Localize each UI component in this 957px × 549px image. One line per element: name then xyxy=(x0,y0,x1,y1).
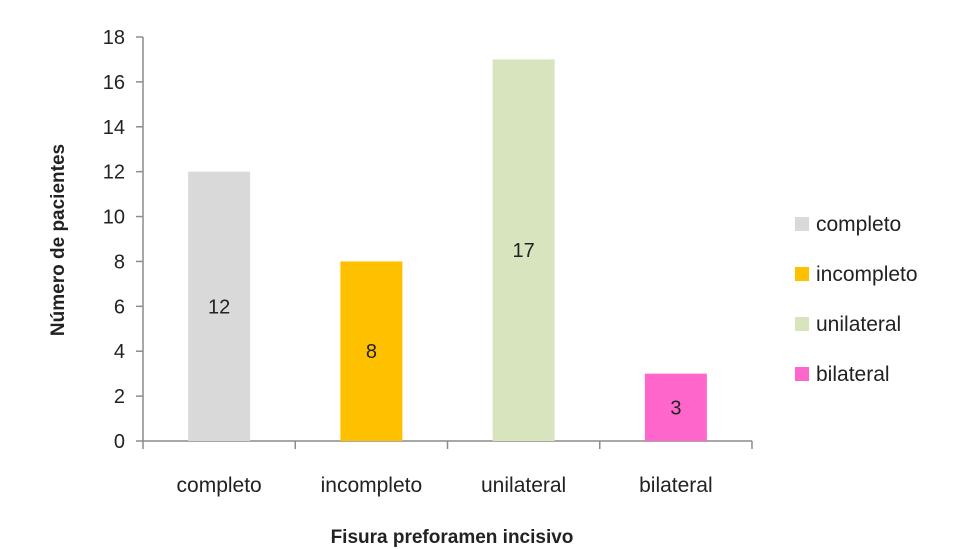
legend-swatch-bilateral xyxy=(795,367,809,381)
x-axis-title: Fisura preforamen incisivo xyxy=(331,527,574,548)
legend: completo incompleto unilateral bilateral xyxy=(795,213,918,386)
y-tick-label: 18 xyxy=(103,27,125,49)
x-tick-label-unilateral: unilateral xyxy=(481,474,566,497)
legend-label-incompleto: incompleto xyxy=(816,263,918,286)
data-labels: 12 8 17 3 xyxy=(208,240,681,419)
data-label-unilateral: 17 xyxy=(513,240,535,262)
y-tick-label: 2 xyxy=(114,386,125,408)
y-tick-label: 10 xyxy=(103,207,125,229)
bar-bilateral xyxy=(644,373,707,441)
bar-unilateral xyxy=(492,59,555,441)
data-label-completo: 12 xyxy=(208,296,230,318)
y-tick-label: 12 xyxy=(103,162,125,184)
y-tick-label: 14 xyxy=(103,117,125,139)
legend-swatch-incompleto xyxy=(795,267,809,281)
y-tick-label: 16 xyxy=(103,72,125,94)
legend-label-completo: completo xyxy=(816,213,901,236)
y-tick-label: 4 xyxy=(114,341,125,363)
y-tick-label: 6 xyxy=(114,296,125,318)
axes: 0 2 4 6 8 10 12 14 16 18 completo incompleto unilate… xyxy=(103,27,753,497)
x-tick-label-completo: completo xyxy=(177,474,262,497)
x-tick-label-incompleto: incompleto xyxy=(321,474,423,497)
bars xyxy=(188,59,707,441)
y-tick-label: 0 xyxy=(114,431,125,453)
y-tick-label: 8 xyxy=(114,251,125,273)
x-tick-label-bilateral: bilateral xyxy=(639,474,713,497)
legend-swatch-unilateral xyxy=(795,317,809,331)
legend-label-unilateral: unilateral xyxy=(816,313,901,336)
bar-incompleto xyxy=(340,261,403,441)
legend-swatch-completo xyxy=(795,217,809,231)
data-label-bilateral: 3 xyxy=(670,397,681,419)
bar-completo xyxy=(188,171,251,441)
data-label-incompleto: 8 xyxy=(366,341,377,363)
y-axis-title: Número de pacientes xyxy=(48,144,69,336)
legend-label-bilateral: bilateral xyxy=(816,363,890,386)
